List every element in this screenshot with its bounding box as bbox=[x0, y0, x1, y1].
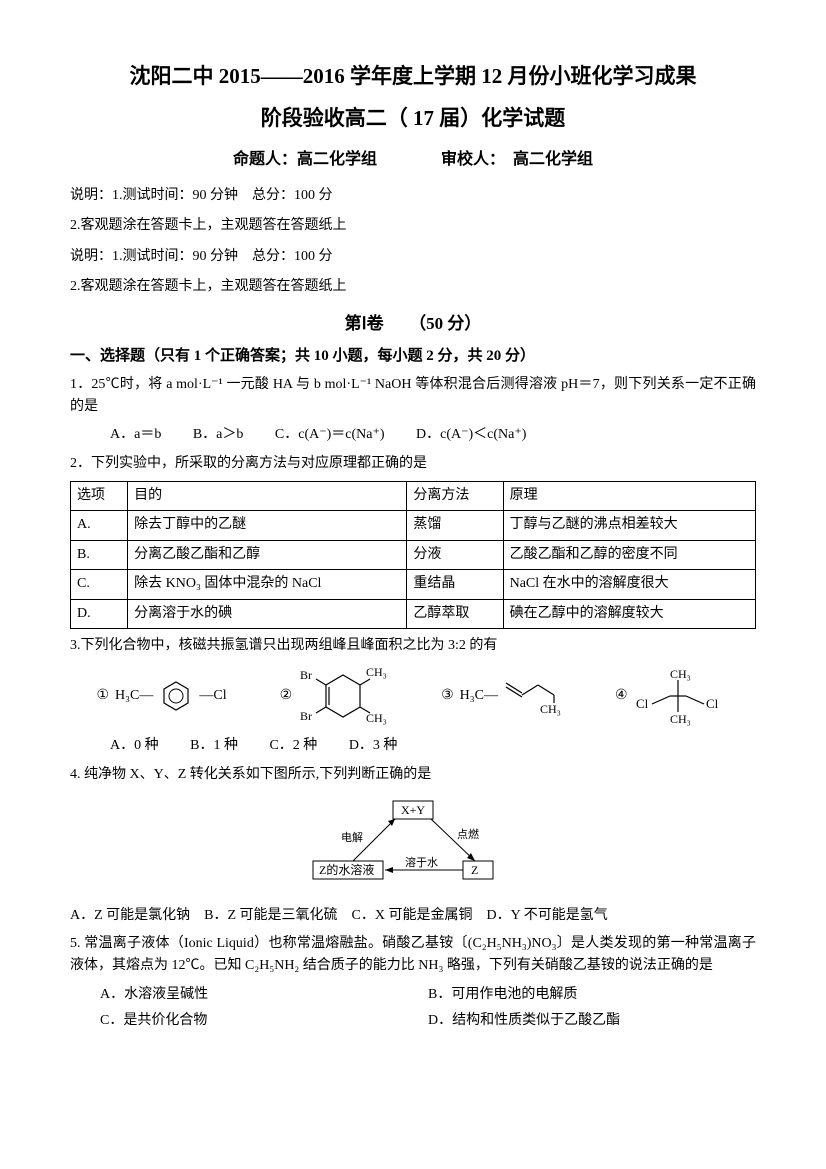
benzene-icon bbox=[159, 679, 193, 713]
chem-4: ④ Cl Cl CH₃ CH₃ bbox=[615, 666, 730, 726]
svg-text:CH₃: CH₃ bbox=[670, 712, 691, 726]
question-5-options: A．水溶液呈碱性 B．可用作电池的电解质 bbox=[100, 984, 756, 1006]
question-2: 2．下列实验中，所采取的分离方法与对应原理都正确的是 bbox=[70, 453, 756, 475]
svg-text:Cl: Cl bbox=[706, 696, 719, 711]
instruction-2: 2.客观题涂在答题卡上，主观题答在答题纸上 bbox=[70, 215, 756, 237]
question-2-table: 选项 目的 分离方法 原理 A. 除去丁醇中的乙醚 蒸馏 丁醇与乙醚的沸点相差较… bbox=[70, 481, 756, 629]
title-main: 沈阳二中 2015——2016 学年度上学期 12 月份小班化学习成果 bbox=[70, 60, 756, 94]
table-cell: 重结晶 bbox=[407, 570, 503, 599]
svg-text:Br: Br bbox=[300, 668, 312, 682]
table-header-1: 目的 bbox=[128, 482, 407, 511]
svg-text:Cl: Cl bbox=[636, 696, 649, 711]
q5-opt-b: B．可用作电池的电解质 bbox=[428, 984, 756, 1006]
chem-1-prefix: H₃C— bbox=[115, 685, 153, 707]
svg-text:Br: Br bbox=[300, 709, 312, 723]
chem-3-label: ③ bbox=[441, 685, 454, 707]
quaternary-carbon-icon: Cl Cl CH₃ CH₃ bbox=[634, 666, 730, 726]
svg-text:X+Y: X+Y bbox=[401, 803, 425, 817]
alkene-icon: CH₃ bbox=[504, 671, 562, 721]
instruction-4: 2.客观题涂在答题卡上，主观题答在答题纸上 bbox=[70, 276, 756, 298]
chem-structures: ① H₃C— —Cl ② Br Br CH₃ CH₃ ③ H₃C— bbox=[70, 665, 756, 727]
q5-opt-d: D．结构和性质类似于乙酸乙酯 bbox=[428, 1010, 756, 1032]
chem-1-label: ① bbox=[96, 685, 109, 707]
chem-1-suffix: —Cl bbox=[199, 685, 226, 707]
table-header-3: 原理 bbox=[503, 482, 755, 511]
question-4-diagram: X+Y Z的水溶液 Z 电解 点燃 溶于水 bbox=[70, 796, 756, 894]
authors-line: 命题人：高二化学组 审校人： 高二化学组 bbox=[70, 147, 756, 173]
question-5: 5. 常温离子液体（Ionic Liquid）也称常温熔融盐。硝酸乙基铵〔(C₂… bbox=[70, 933, 756, 978]
table-cell: 乙酸乙酯和乙醇的密度不同 bbox=[503, 540, 755, 569]
q3-opt-c: C．2 种 bbox=[269, 738, 317, 753]
title-sub: 阶段验收高二（ 17 届）化学试题 bbox=[70, 102, 756, 136]
instruction-1: 说明：1.测试时间：90 分钟 总分：100 分 bbox=[70, 185, 756, 207]
q1-opt-b: B．a＞b bbox=[193, 427, 244, 442]
question-5-options-2: C．是共价化合物 D．结构和性质类似于乙酸乙酯 bbox=[100, 1010, 756, 1032]
table-cell: 碘在乙醇中的溶解度较大 bbox=[503, 599, 755, 628]
table-cell: 蒸馏 bbox=[407, 511, 503, 540]
section-1-header: 第Ⅰ卷 （50 分） bbox=[70, 310, 756, 337]
question-3: 3.下列化合物中，核磁共振氢谱只出现两组峰且峰面积之比为 3:2 的有 bbox=[70, 635, 756, 657]
q1-opt-d: D．c(A⁻)＜c(Na⁺) bbox=[416, 427, 526, 442]
chem-2-label: ② bbox=[280, 685, 293, 707]
svg-text:CH₃: CH₃ bbox=[540, 702, 561, 716]
question-4-options: A．Z 可能是氯化钠 B．Z 可能是三氧化硫 C．X 可能是金属铜 D．Y 不可… bbox=[70, 905, 756, 927]
q1-opt-c: C．c(A⁻)＝c(Na⁺) bbox=[275, 427, 385, 442]
table-cell: 除去丁醇中的乙醚 bbox=[128, 511, 407, 540]
table-cell: A. bbox=[71, 511, 128, 540]
svg-text:Z: Z bbox=[471, 863, 478, 877]
table-cell: 乙醇萃取 bbox=[407, 599, 503, 628]
svg-text:Z的水溶液: Z的水溶液 bbox=[319, 862, 374, 877]
table-cell: 分离溶于水的碘 bbox=[128, 599, 407, 628]
question-3-options: A．0 种 B．1 种 C．2 种 D．3 种 bbox=[110, 735, 756, 757]
table-cell: 分离乙酸乙酯和乙醇 bbox=[128, 540, 407, 569]
table-cell: 分液 bbox=[407, 540, 503, 569]
chem-3-prefix: H₃C— bbox=[460, 685, 498, 707]
cyclohexene-icon: Br Br CH₃ CH₃ bbox=[298, 665, 388, 727]
table-cell: 丁醇与乙醚的沸点相差较大 bbox=[503, 511, 755, 540]
q5-opt-a: A．水溶液呈碱性 bbox=[100, 984, 428, 1006]
q3-opt-d: D．3 种 bbox=[349, 738, 398, 753]
q5-opt-c: C．是共价化合物 bbox=[100, 1010, 428, 1032]
question-1-options: A．a＝b B．a＞b C．c(A⁻)＝c(Na⁺) D．c(A⁻)＜c(Na⁺… bbox=[110, 424, 756, 446]
svg-text:溶于水: 溶于水 bbox=[405, 855, 438, 869]
q1-opt-a: A．a＝b bbox=[110, 427, 161, 442]
section-1-subheader: 一、选择题（只有 1 个正确答案；共 10 小题，每小题 2 分，共 20 分） bbox=[70, 344, 756, 368]
table-cell: C. bbox=[71, 570, 128, 599]
chem-1: ① H₃C— —Cl bbox=[96, 679, 226, 713]
table-header-0: 选项 bbox=[71, 482, 128, 511]
chem-2: ② Br Br CH₃ CH₃ bbox=[280, 665, 389, 727]
table-cell: 除去 KNO₃ 固体中混杂的 NaCl bbox=[128, 570, 407, 599]
q3-opt-a: A．0 种 bbox=[110, 738, 159, 753]
q3-opt-b: B．1 种 bbox=[190, 738, 238, 753]
chem-4-label: ④ bbox=[615, 685, 628, 707]
table-cell: B. bbox=[71, 540, 128, 569]
chem-3: ③ H₃C— CH₃ bbox=[441, 671, 562, 721]
table-header-2: 分离方法 bbox=[407, 482, 503, 511]
question-4: 4. 纯净物 X、Y、Z 转化关系如下图所示,下列判断正确的是 bbox=[70, 764, 756, 786]
svg-text:CH₃: CH₃ bbox=[366, 665, 387, 679]
table-cell: NaCl 在水中的溶解度很大 bbox=[503, 570, 755, 599]
svg-text:电解: 电解 bbox=[341, 830, 363, 844]
table-cell: D. bbox=[71, 599, 128, 628]
svg-text:点燃: 点燃 bbox=[457, 827, 479, 841]
instruction-3: 说明：1.测试时间：90 分钟 总分：100 分 bbox=[70, 246, 756, 268]
svg-text:CH₃: CH₃ bbox=[670, 667, 691, 681]
question-1: 1．25℃时，将 a mol·L⁻¹ 一元酸 HA 与 b mol·L⁻¹ Na… bbox=[70, 374, 756, 419]
svg-text:CH₃: CH₃ bbox=[366, 711, 387, 725]
